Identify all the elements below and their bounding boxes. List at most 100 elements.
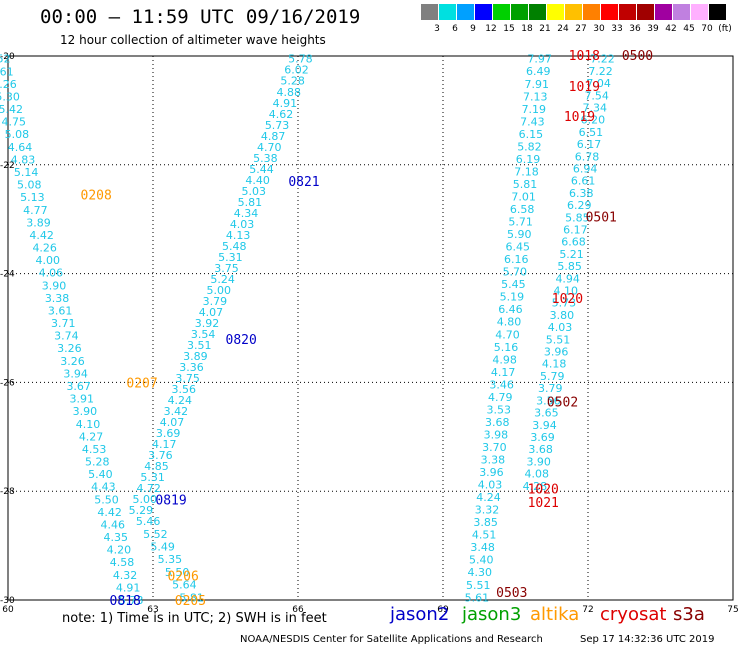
pass-time-label: 1018 bbox=[569, 49, 600, 64]
pass-time-labels: 0208 0207 0206 0205 0821 0820 0819 0818 1018 1019… bbox=[81, 49, 654, 609]
swh-value: 4.17 bbox=[152, 438, 177, 451]
color-swatch bbox=[493, 4, 510, 20]
swh-value: 4.34 bbox=[234, 207, 259, 220]
swh-value: 5.73 bbox=[265, 119, 290, 132]
swh-value: 3.32 bbox=[475, 504, 500, 517]
color-swatch bbox=[475, 4, 492, 20]
color-scale-label: 45 bbox=[683, 24, 695, 34]
swh-value: 5.38 bbox=[253, 152, 278, 165]
swh-value: 4.08 bbox=[525, 468, 550, 481]
swh-value: 4.53 bbox=[82, 443, 107, 456]
swh-value: 5.81 bbox=[513, 178, 538, 191]
color-swatch bbox=[583, 4, 600, 20]
swh-value: 4.79 bbox=[488, 391, 513, 404]
color-swatch bbox=[547, 4, 564, 20]
swh-value: 4.87 bbox=[261, 130, 286, 143]
pass-time-label: 1019 bbox=[564, 110, 595, 125]
swh-value: 5.48 bbox=[222, 240, 247, 253]
swh-value: 4.80 bbox=[497, 316, 522, 329]
swh-value: 5.29 bbox=[129, 504, 154, 517]
swh-value: 6.49 bbox=[526, 65, 551, 78]
swh-value: 4.28 bbox=[523, 480, 548, 493]
swh-value: 5.85 bbox=[557, 260, 582, 273]
swh-value: 3.90 bbox=[73, 405, 98, 418]
swh-value: 5.50 bbox=[94, 493, 119, 506]
swh-value: 4.64 bbox=[8, 141, 33, 154]
swh-value: 5.00 bbox=[206, 284, 231, 297]
swh-value: 4.58 bbox=[110, 556, 135, 569]
swh-value: 4.27 bbox=[79, 430, 104, 443]
swh-value: 4.62 bbox=[269, 108, 294, 121]
credit-text: NOAA/NESDIS Center for Satellite Applica… bbox=[240, 634, 543, 645]
y-tick-label: -20 bbox=[0, 52, 15, 62]
swh-value: 4.10 bbox=[76, 418, 101, 431]
swh-value: 5.24 bbox=[210, 273, 235, 286]
swh-value: 5.82 bbox=[517, 140, 542, 153]
color-scale-label: 12 bbox=[485, 24, 497, 34]
swh-value: 7.91 bbox=[524, 78, 549, 91]
swh-value: 5.35 bbox=[158, 553, 183, 566]
color-scale-label: 33 bbox=[611, 24, 623, 34]
pass-time-label: 1020 bbox=[552, 292, 583, 307]
swh-value: 5.00 bbox=[133, 493, 158, 506]
swh-value: 7.13 bbox=[523, 90, 548, 103]
swh-value: 3.89 bbox=[183, 350, 208, 363]
swh-value: 5.31 bbox=[140, 471, 165, 484]
pass-time-label: 0208 bbox=[81, 189, 112, 204]
swh-value: 3.46 bbox=[489, 378, 514, 391]
y-tick-label: -22 bbox=[0, 161, 15, 171]
swh-value: 6.94 bbox=[573, 163, 598, 176]
pass-time-label: 1020 bbox=[528, 482, 559, 497]
swh-value: 3.89 bbox=[26, 216, 51, 229]
pass-time-label: 0205 bbox=[175, 594, 206, 609]
swh-value: 7.19 bbox=[522, 103, 547, 116]
swh-value: 5.45 bbox=[501, 278, 526, 291]
pass-time-label: 0502 bbox=[547, 395, 578, 410]
swh-value: 6.19 bbox=[516, 153, 541, 166]
swh-value: 4.88 bbox=[276, 86, 301, 99]
swh-value: 4.77 bbox=[23, 204, 48, 217]
swh-value: 5.81 bbox=[179, 591, 204, 604]
swh-value: 5.70 bbox=[503, 266, 528, 279]
swh-value: 3.92 bbox=[195, 317, 220, 330]
color-swatch bbox=[601, 4, 618, 20]
swh-value: 4.30 bbox=[468, 566, 493, 579]
swh-value: 4.13 bbox=[226, 229, 251, 242]
swh-value: 5.51 bbox=[546, 333, 571, 346]
swh-value: 5.61 bbox=[0, 65, 14, 78]
color-scale-label: 3 bbox=[434, 24, 440, 34]
notes-text: note: 1) Time is in UTC; 2) SWH is in fe… bbox=[62, 611, 327, 626]
x-tick-label: 60 bbox=[2, 605, 14, 615]
color-swatch bbox=[529, 4, 546, 20]
swh-value: 4.46 bbox=[100, 518, 125, 531]
swh-value: 4.51 bbox=[472, 529, 497, 542]
pass-time-label: 0501 bbox=[586, 210, 617, 225]
grid-lines bbox=[8, 56, 733, 600]
swh-value: 4.91 bbox=[116, 581, 141, 594]
chart-subtitle: 12 hour collection of altimeter wave hei… bbox=[60, 33, 326, 47]
swh-tracks: 5.525.615.265.305.424.755.084.644.835.14… bbox=[0, 53, 615, 607]
color-swatch bbox=[421, 4, 438, 20]
swh-value: 5.46 bbox=[136, 515, 161, 528]
swh-value: 3.56 bbox=[536, 394, 561, 407]
swh-value: 6.51 bbox=[579, 126, 604, 139]
color-scale-label: 30 bbox=[593, 24, 605, 34]
swh-value: 4.98 bbox=[492, 353, 517, 366]
swh-value: 4.42 bbox=[97, 506, 122, 519]
swh-value: 7.22 bbox=[590, 53, 615, 66]
swh-value: 6.17 bbox=[577, 138, 602, 151]
swh-value: 6.15 bbox=[519, 128, 544, 141]
swh-value: 3.85 bbox=[473, 516, 498, 529]
swh-value: 5.71 bbox=[508, 216, 533, 229]
swh-value: 3.48 bbox=[470, 541, 495, 554]
swh-value: 4.03 bbox=[548, 321, 573, 334]
timestamp-text: Sep 17 14:32:36 UTC 2019 bbox=[580, 634, 715, 645]
swh-value: 3.38 bbox=[45, 292, 70, 305]
legend-item-cryosat: cryosat bbox=[600, 604, 667, 625]
swh-value: 5.78 bbox=[288, 53, 313, 66]
swh-value: 6.17 bbox=[563, 224, 588, 237]
swh-value: 6.02 bbox=[284, 64, 309, 77]
swh-value: 3.79 bbox=[203, 295, 228, 308]
swh-value: 5.42 bbox=[0, 103, 23, 116]
